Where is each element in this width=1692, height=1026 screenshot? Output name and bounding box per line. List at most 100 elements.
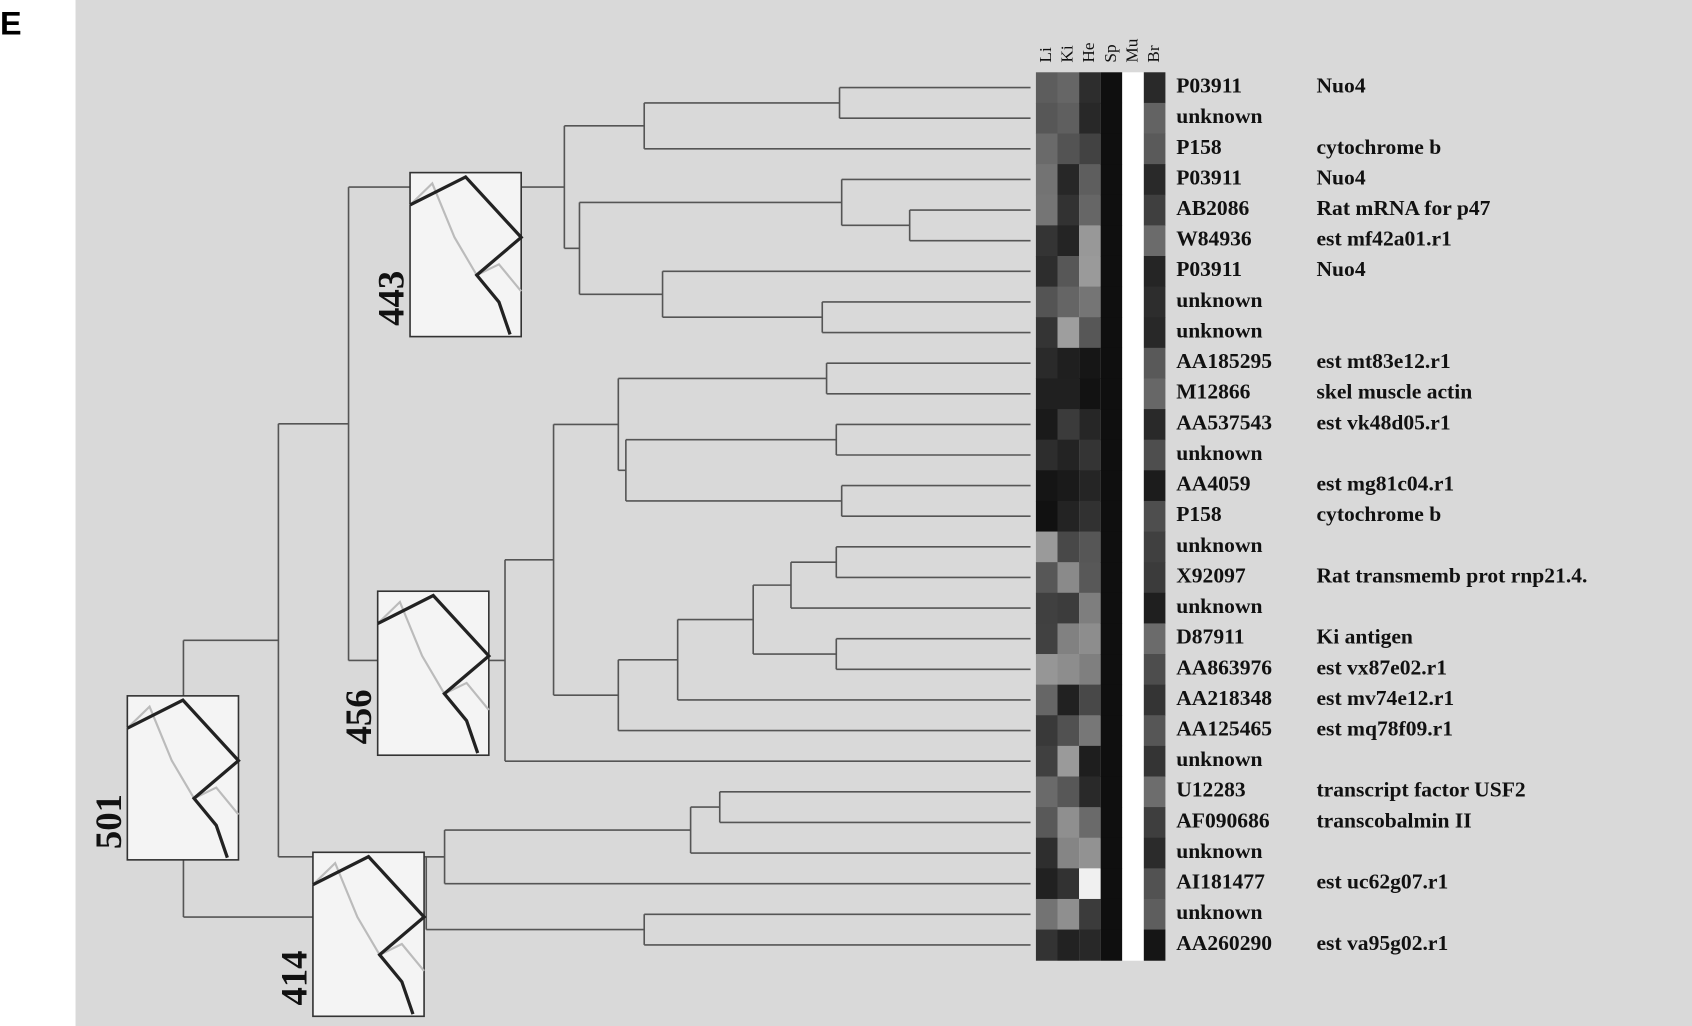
- heat-cell: [1057, 409, 1080, 441]
- heat-cell: [1079, 929, 1101, 961]
- heat-cell: [1122, 378, 1144, 410]
- heat-cell: [1057, 745, 1080, 778]
- heat-cell: [1079, 347, 1101, 379]
- heat-cell: [1122, 745, 1144, 778]
- heat-cell: [1100, 470, 1123, 502]
- heat-cell: [1143, 133, 1166, 165]
- heat-cell: [1079, 715, 1101, 747]
- heat-cell: [1122, 133, 1144, 165]
- heat-cell: [1100, 715, 1123, 747]
- dendrogram: 443 456 501 414: [88, 86, 1031, 1018]
- heat-cell: [1035, 133, 1058, 165]
- gene-desc: est mt83e12.r1: [1316, 349, 1450, 373]
- heat-cell: [1035, 225, 1058, 257]
- gene-id: AA125465: [1176, 717, 1272, 741]
- heat-cell: [1035, 378, 1058, 410]
- gene-id: unknown: [1176, 441, 1262, 465]
- gene-desc: transcript factor USF2: [1316, 778, 1525, 802]
- heat-cell: [1035, 654, 1058, 686]
- heat-cell: [1035, 531, 1058, 563]
- heat-cell: [1079, 745, 1101, 778]
- heat-cell: [1122, 225, 1144, 257]
- gene-labels: P03911 Nuo4 unknown P158 cytochrome b P03911 N…: [1176, 74, 1587, 955]
- gene-id: P03911: [1176, 165, 1242, 189]
- gene-id: unknown: [1176, 900, 1262, 924]
- heat-cell: [1122, 531, 1144, 563]
- heat-cell: [1143, 929, 1166, 961]
- gene-id: D87911: [1176, 625, 1244, 649]
- gene-id: U12283: [1176, 778, 1246, 802]
- heat-cell: [1100, 623, 1123, 655]
- heat-cell: [1057, 929, 1080, 961]
- profile-faint: [376, 600, 490, 711]
- heat-cell: [1100, 378, 1123, 410]
- heat-cell: [1100, 592, 1123, 624]
- heat-cell: [1143, 623, 1166, 655]
- heat-cell: [1035, 745, 1058, 778]
- heat-cell: [1057, 562, 1080, 594]
- column-header: Sp: [1101, 44, 1120, 62]
- heat-cell: [1057, 164, 1080, 196]
- heat-cell: [1079, 500, 1101, 533]
- heat-cell: [1100, 286, 1123, 318]
- heat-cell: [1079, 807, 1101, 839]
- heat-cell: [1035, 439, 1058, 471]
- heat-cell: [1035, 102, 1058, 135]
- heat-cell: [1122, 164, 1144, 196]
- gene-id: M12866: [1176, 380, 1250, 404]
- gene-id: unknown: [1176, 288, 1262, 312]
- heat-cell: [1057, 133, 1080, 165]
- gene-desc: est uc62g07.r1: [1316, 870, 1448, 894]
- column-header: Li: [1036, 47, 1055, 63]
- heat-cell: [1035, 715, 1058, 747]
- heat-cell: [1100, 194, 1123, 226]
- heat-cell: [1079, 72, 1101, 104]
- gene-id: P03911: [1176, 74, 1242, 98]
- gene-id: AA537543: [1176, 410, 1272, 434]
- heat-cell: [1100, 654, 1123, 686]
- gene-id: AB2086: [1176, 196, 1249, 220]
- heat-cell: [1100, 409, 1123, 441]
- heat-cell: [1143, 868, 1166, 900]
- heat-cell: [1057, 255, 1080, 288]
- heat-cell: [1035, 409, 1058, 441]
- heat-cell: [1143, 72, 1166, 104]
- heat-cell: [1143, 470, 1166, 502]
- heat-cell: [1035, 286, 1058, 318]
- column-header: Mu: [1122, 38, 1141, 62]
- cluster-size: 414: [273, 950, 314, 1005]
- heat-cell: [1100, 72, 1123, 104]
- heat-cell: [1143, 807, 1166, 839]
- gene-id: AA4059: [1176, 472, 1250, 496]
- heat-cell: [1143, 317, 1166, 349]
- heat-cell: [1143, 286, 1166, 318]
- heat-cell: [1035, 898, 1058, 931]
- heat-cell: [1100, 898, 1123, 931]
- cluster-size: 443: [371, 271, 412, 326]
- heat-cell: [1143, 715, 1166, 747]
- profile: [376, 593, 492, 754]
- gene-desc: Rat mRNA for p47: [1316, 196, 1490, 220]
- heat-cell: [1079, 470, 1101, 502]
- gene-desc: skel muscle actin: [1316, 380, 1472, 404]
- heat-cell: [1079, 225, 1101, 257]
- heat-cell: [1079, 133, 1101, 165]
- heat-cell: [1035, 255, 1058, 288]
- heat-cell: [1143, 562, 1166, 594]
- heat-cell: [1035, 500, 1058, 533]
- gene-desc: Rat transmemb prot rnp21.4.: [1316, 563, 1587, 587]
- cluster-size: 456: [338, 689, 379, 744]
- heat-cell: [1143, 225, 1166, 257]
- heat-cell: [1100, 745, 1123, 778]
- heat-cell: [1057, 684, 1080, 716]
- heat-cell: [1079, 194, 1101, 226]
- heat-cell: [1057, 623, 1080, 655]
- heat-cell: [1100, 531, 1123, 563]
- gene-desc: Nuo4: [1316, 257, 1365, 281]
- heat-cell: [1122, 929, 1144, 961]
- gene-desc: est vk48d05.r1: [1316, 410, 1450, 434]
- heat-cell: [1143, 347, 1166, 379]
- heat-cell: [1122, 102, 1144, 135]
- heat-cell: [1122, 562, 1144, 594]
- heat-cell: [1100, 317, 1123, 349]
